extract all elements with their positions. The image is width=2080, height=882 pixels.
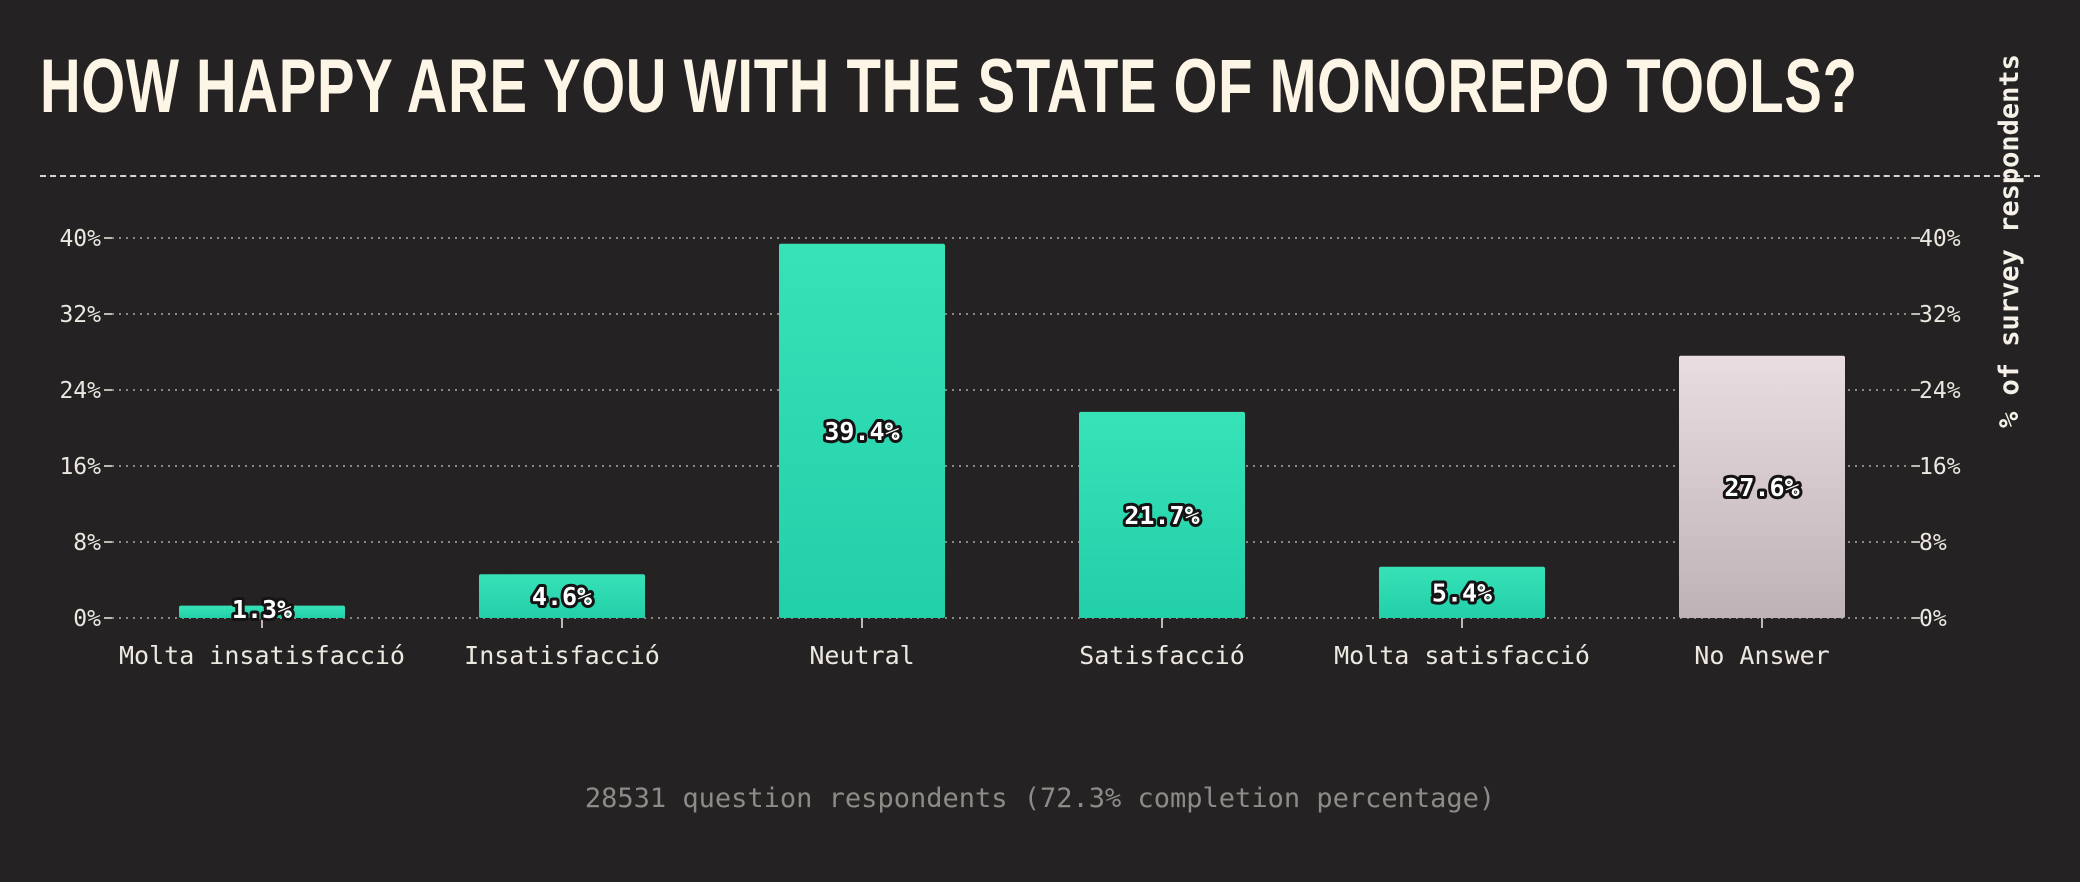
bar-value-label: 27.6% <box>1724 473 1799 502</box>
y-tick-label-right: 8% <box>1919 530 1947 556</box>
bar-value-label: 1.3% <box>232 595 292 624</box>
chart-title: HOW HAPPY ARE YOU WITH THE STATE OF MONO… <box>40 44 1858 129</box>
y-tick-label-left: 8% <box>73 530 101 556</box>
bar-value-label: 5.4% <box>1432 578 1492 607</box>
bar <box>1679 355 1845 618</box>
x-category-label: Satisfacció <box>1079 641 1245 670</box>
respondents-footnote: 28531 question respondents (72.3% comple… <box>584 783 1496 814</box>
bar <box>1079 411 1245 618</box>
bar <box>179 605 345 618</box>
x-category-label: Molta insatisfacció <box>119 641 405 670</box>
gridlines <box>104 237 1920 628</box>
x-category-label: No Answer <box>1694 641 1829 670</box>
bar-value-label: 4.6% <box>532 582 592 611</box>
y-tick-label-right: 24% <box>1919 378 1961 404</box>
x-category-label: Insatisfacció <box>464 641 660 670</box>
y-tick-label-left: 24% <box>59 378 101 404</box>
title-divider <box>40 175 2040 177</box>
y-tick-label-left: 0% <box>73 606 101 632</box>
bar-value-label: 39.4% <box>824 417 899 446</box>
bar <box>1379 566 1545 618</box>
x-category-label: Molta satisfacció <box>1334 641 1590 670</box>
y-tick-label-right: 32% <box>1919 302 1961 328</box>
bars <box>179 243 1845 618</box>
bar-value-label: 21.7% <box>1124 501 1199 530</box>
y-tick-label-left: 16% <box>59 454 101 480</box>
bar <box>779 243 945 618</box>
y-axis-title-right: % of survey respondents <box>1994 54 2025 428</box>
bar-chart: 0% 0% 8% 8% 16% 16% 24% 24% 32% 32% 40% 40% 1.3% Molt… <box>59 54 2025 670</box>
y-tick-label-right: 40% <box>1919 226 1961 252</box>
y-tick-label-left: 40% <box>59 226 101 252</box>
x-category-label: Neutral <box>809 641 914 670</box>
y-tick-label-left: 32% <box>59 302 101 328</box>
labels: 0% 0% 8% 8% 16% 16% 24% 24% 32% 32% 40% 40% 1.3% Molt… <box>59 226 1960 670</box>
bar <box>479 574 645 618</box>
y-tick-label-right: 0% <box>1919 606 1947 632</box>
y-tick-label-right: 16% <box>1919 454 1961 480</box>
